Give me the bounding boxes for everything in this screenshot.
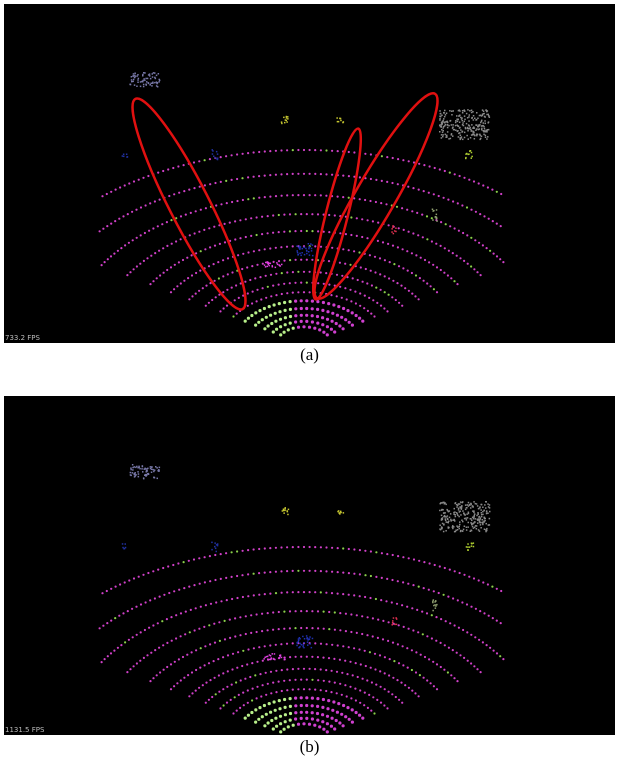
object-cluster xyxy=(439,109,490,140)
object-cluster xyxy=(282,507,290,515)
object-cluster xyxy=(337,510,344,515)
caption: (a) xyxy=(0,345,619,365)
object-cluster xyxy=(130,464,161,479)
object-cluster xyxy=(466,542,475,551)
highlight-ellipse xyxy=(118,90,261,318)
object-cluster xyxy=(336,117,344,123)
object-cluster xyxy=(122,543,127,549)
object-cluster xyxy=(129,72,160,88)
page: 733.2 FPS (a) 1131.5 FPS (b) (() => { co… xyxy=(0,0,619,762)
object-cluster xyxy=(465,150,473,159)
point-cloud-view: 1131.5 FPS xyxy=(4,396,615,735)
scan-rings xyxy=(99,546,505,734)
object-cluster xyxy=(211,542,218,553)
fps-label: 733.2 FPS xyxy=(5,334,40,342)
point-cloud xyxy=(4,396,615,735)
highlight-ellipse xyxy=(300,84,453,308)
object-cluster xyxy=(439,501,490,532)
point-cloud-view: 733.2 FPS xyxy=(4,4,615,343)
object-cluster xyxy=(296,243,313,256)
fps-label: 1131.5 FPS xyxy=(5,726,44,734)
point-cloud xyxy=(4,4,615,343)
object-cluster xyxy=(281,116,289,124)
object-cluster xyxy=(122,154,129,158)
caption: (b) xyxy=(0,737,619,757)
object-cluster xyxy=(392,617,398,625)
object-cluster xyxy=(432,599,438,611)
scan-rings xyxy=(99,149,505,337)
object-cluster xyxy=(263,653,285,660)
object-cluster xyxy=(296,635,313,648)
